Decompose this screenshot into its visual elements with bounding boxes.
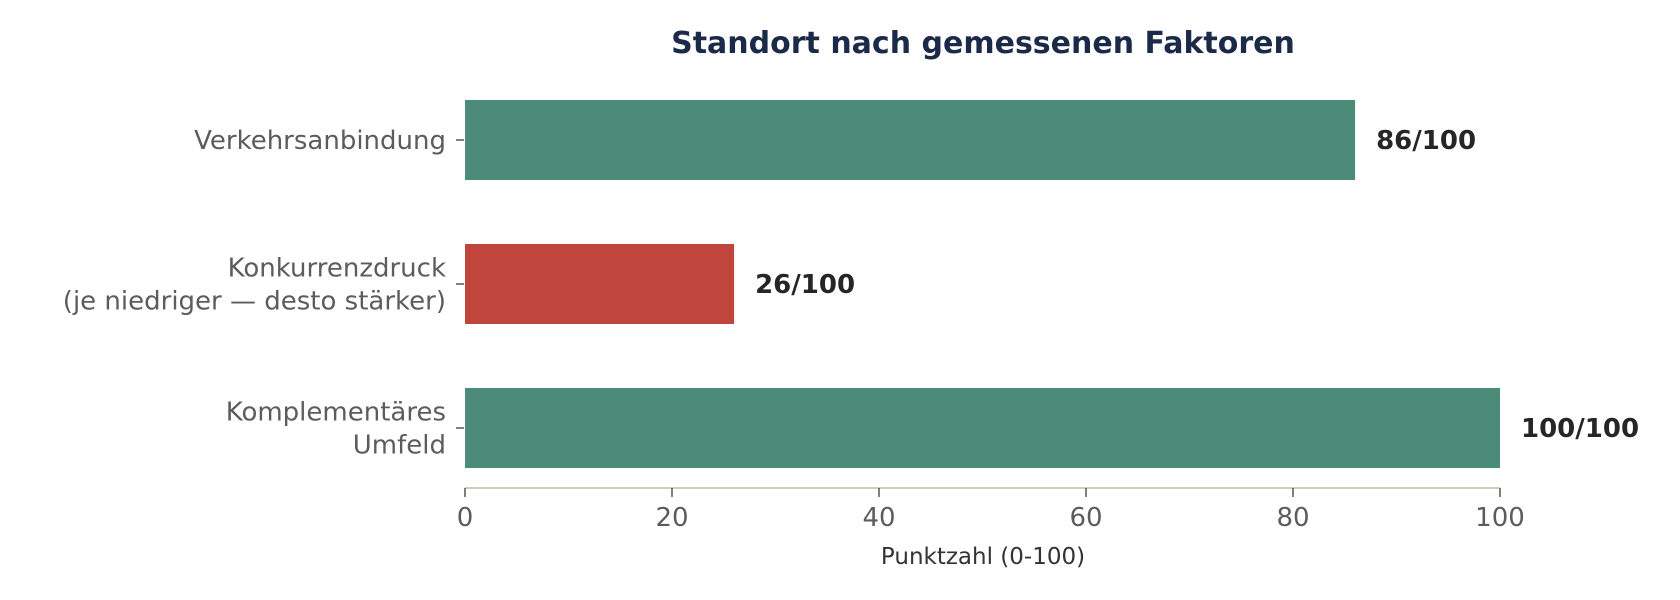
category-label-2-0: Komplementäres <box>226 398 446 428</box>
x-tick-label-3: 60 <box>1069 503 1102 533</box>
bars-layer <box>465 100 1500 468</box>
x-axis-title: Punktzahl (0-100) <box>881 544 1085 570</box>
value-label-0: 86/100 <box>1376 126 1476 156</box>
chart-title: Standort nach gemessenen Faktoren <box>671 26 1295 61</box>
value-labels: 86/100 26/100 100/100 <box>755 126 1639 444</box>
x-tick-label-4: 80 <box>1276 503 1309 533</box>
category-label-2-1: Umfeld <box>353 431 446 461</box>
x-tick-label-5: 100 <box>1475 503 1525 533</box>
bar-1 <box>465 244 735 324</box>
value-label-2: 100/100 <box>1521 414 1639 444</box>
x-axis: 0 20 40 60 80 100 <box>457 487 1525 533</box>
x-tick-label-2: 40 <box>862 503 895 533</box>
category-label-1-1: (je niedriger — desto stärker) <box>63 287 446 317</box>
x-tick-label-1: 20 <box>655 503 688 533</box>
category-label-1-0: Konkurrenzdruck <box>228 254 446 284</box>
bar-0 <box>465 100 1356 180</box>
value-label-1: 26/100 <box>755 270 855 300</box>
category-label-0-0: Verkehrsanbindung <box>194 126 446 156</box>
category-labels: Verkehrsanbindung Konkurrenzdruck(je nied… <box>63 126 464 461</box>
x-tick-label-0: 0 <box>457 503 474 533</box>
bar-2 <box>465 388 1500 468</box>
